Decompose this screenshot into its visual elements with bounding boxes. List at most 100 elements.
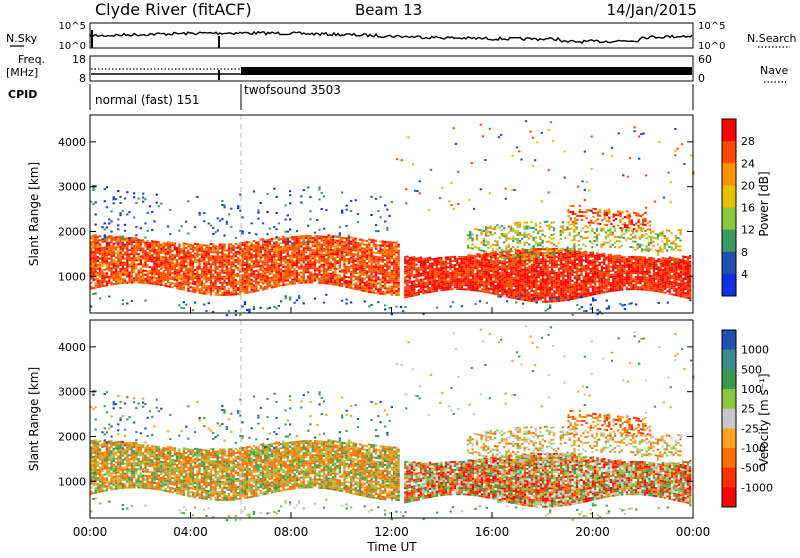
power-cell [501,254,503,256]
power-cell [355,260,357,262]
power-cell [117,252,119,254]
power-cell [180,256,182,258]
power-cell [278,253,280,255]
power-cell [594,257,596,259]
power-cell [422,282,424,284]
power-cell [307,271,309,273]
power-cell [366,250,368,252]
power-cell [474,279,476,281]
power-cell [131,275,133,277]
power-cell [165,243,167,245]
power-cell [429,279,431,281]
power-cell [531,278,533,280]
power-cell [524,265,526,267]
power-cell [490,278,492,280]
power-cell [201,290,203,292]
power-cell [119,272,121,274]
power-cell [574,288,576,290]
power-cell [208,267,210,269]
power-cell [608,278,610,280]
power-cell [271,278,273,280]
power-cell [359,261,361,263]
power-cell [391,270,393,272]
power-cell [180,262,182,264]
cpid-mode-normal: normal (fast) 151 [95,93,199,107]
power-cell [519,266,521,268]
power-cell [517,278,519,280]
power-cell [104,255,106,257]
power-cell [499,280,501,282]
power-cell [528,259,530,261]
power-cell [461,288,463,290]
power-cell [169,278,171,280]
power-cell [379,240,381,242]
power-cell [377,266,379,268]
power-cell [357,244,359,246]
power-cell [280,285,282,287]
power-cell [558,274,560,276]
power-cell [187,256,189,258]
power-cell [285,276,287,278]
power-cell [325,280,327,282]
power-cell [226,268,228,270]
power-cell [97,238,99,240]
power-cell [133,253,135,255]
power-cell [289,275,291,277]
power-cell [264,264,266,266]
power-cell [330,277,332,279]
power-cell [565,297,567,299]
power-cell [244,288,246,290]
power-cell [384,281,386,283]
power-cell [140,267,142,269]
freq-tick-low: 8 [79,72,86,85]
power-cell [413,292,415,294]
power-cell [506,261,508,263]
power-cell [587,283,589,285]
power-cell [97,246,99,248]
power-cell [275,275,277,277]
power-cell [244,258,246,260]
power-cell [623,268,625,270]
power-cell [440,267,442,269]
power-cell [228,249,230,251]
power-cell [174,249,176,251]
power-cell [174,275,176,277]
power-cell [244,256,246,258]
power-cell [92,261,94,263]
power-cell [626,258,628,260]
power-cell [119,262,121,264]
power-cell [632,288,634,290]
power-cell [196,290,198,292]
power-cell [230,268,232,270]
power-cell [187,254,189,256]
power-cell [296,276,298,278]
power-cell [119,280,121,282]
power-cell [449,280,451,282]
power-cell [275,245,277,247]
power-cell [352,265,354,267]
power-cell [325,254,327,256]
power-cell [398,290,400,292]
power-cell [467,260,469,262]
power-cell [368,287,370,289]
power-cell [124,238,126,240]
power-cell [508,282,510,284]
power-cell [108,280,110,282]
power-cell [583,290,585,292]
power-cell [483,285,485,287]
power-cell [481,264,483,266]
power-cell [481,282,483,284]
power-cell [635,260,637,262]
power-cell [124,244,126,246]
power-cell [411,281,413,283]
power-cell [522,291,524,293]
power-cell [420,281,422,283]
power-cell [524,287,526,289]
power-cell [219,260,221,262]
power-cell [140,243,142,245]
power-cell [246,270,248,272]
power-cell [350,277,352,279]
power-cell [495,259,497,261]
power-cell [522,275,524,277]
power-cell [334,235,336,237]
